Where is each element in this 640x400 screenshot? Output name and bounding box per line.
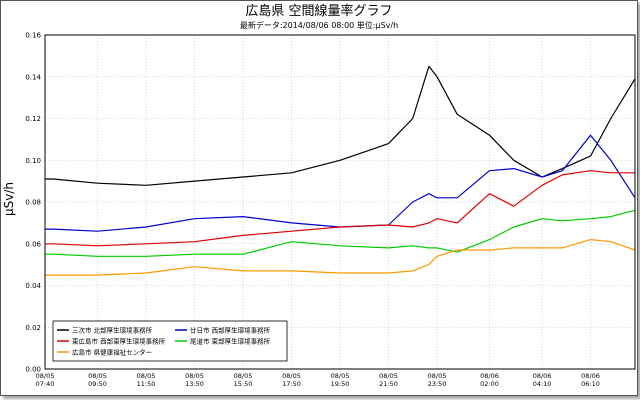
x-tick-date: 08/05 — [379, 372, 398, 380]
legend-label: 廿日市 西部厚生環境事務所 — [190, 326, 271, 335]
x-tick-date: 08/05 — [137, 372, 156, 380]
x-tick-time: 02:00 — [480, 380, 499, 388]
legend-label: 広島市 県健康福祉センター — [72, 348, 152, 357]
series-lines — [45, 65, 636, 276]
y-tick-label: 0.10 — [25, 157, 41, 165]
y-tick-label: 0.00 — [25, 366, 41, 374]
x-tick-date: 08/05 — [88, 372, 107, 380]
x-tick-date: 08/05 — [331, 372, 350, 380]
legend-label: 東広島市 西部東厚生環境事務所 — [72, 337, 166, 346]
x-tick-time: 04:10 — [533, 380, 552, 388]
x-tick-date: 08/06 — [480, 372, 499, 380]
legend-label: 尾道市 東部厚生環境事務所 — [190, 337, 271, 346]
legend-label: 三次市 北部厚生環境事務所 — [72, 326, 153, 335]
x-tick-time: 11:50 — [137, 380, 156, 388]
x-tick-time: 17:50 — [282, 380, 301, 388]
x-tick-time: 21:50 — [379, 380, 398, 388]
x-tick-date: 08/05 — [234, 372, 253, 380]
y-tick-label: 0.08 — [25, 199, 41, 207]
y-tick-label: 0.06 — [25, 240, 41, 248]
y-tick-label: 0.02 — [25, 324, 41, 332]
y-tick-label: 0.16 — [25, 32, 41, 40]
x-tick-time: 06:10 — [581, 380, 600, 388]
y-tick-label: 0.04 — [25, 282, 41, 290]
x-tick-date: 08/06 — [533, 372, 552, 380]
series-line — [45, 134, 636, 232]
y-tick-label: 0.12 — [25, 115, 41, 123]
x-tick-time: 07:40 — [36, 380, 55, 388]
series-line — [45, 65, 636, 186]
x-tick-date: 08/05 — [185, 372, 204, 380]
y-axis-ticks: 0.00 0.02 0.04 0.06 0.08 0.10 0.12 0.14 0.16 — [25, 32, 41, 374]
x-tick-time: 15:50 — [234, 380, 253, 388]
y-axis-label: μSv/h — [2, 182, 16, 216]
chart-title: 広島県 空間線量率グラフ — [245, 3, 392, 19]
series-line — [45, 209, 636, 257]
x-tick-date: 08/05 — [36, 372, 55, 380]
x-tick-date: 08/06 — [581, 372, 600, 380]
series-line — [45, 170, 635, 247]
plot-border — [44, 34, 636, 370]
y-tick-label: 0.14 — [25, 73, 41, 81]
x-tick-date: 08/05 — [428, 372, 447, 380]
x-tick-date: 08/05 — [282, 372, 301, 380]
series-line — [45, 239, 636, 276]
chart-subtitle: 最新データ:2014/08/06 08:00 単位:μSv/h — [240, 20, 398, 30]
x-tick-time: 09:50 — [88, 380, 107, 388]
x-axis-ticks: 08/0507:4008/0509:5008/0511:5008/0513:50… — [36, 372, 600, 388]
x-tick-time: 19:50 — [331, 380, 350, 388]
x-tick-time: 23:50 — [428, 380, 447, 388]
line-chart: 広島県 空間線量率グラフ 最新データ:2014/08/06 08:00 単位:μ… — [2, 3, 636, 388]
legend-box — [52, 320, 288, 362]
gridlines — [44, 34, 635, 370]
x-tick-time: 13:50 — [185, 380, 204, 388]
